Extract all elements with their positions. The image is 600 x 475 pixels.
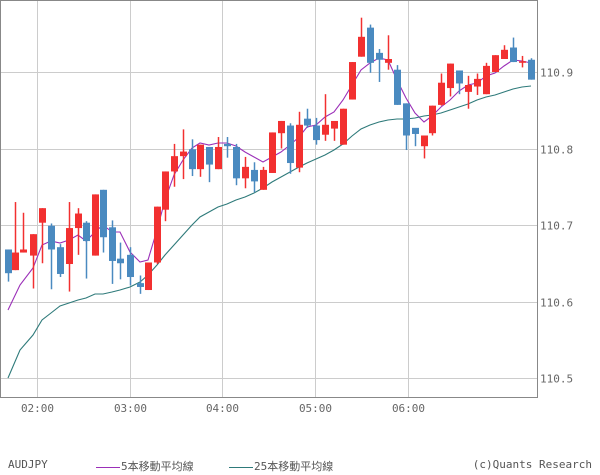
candle-down [367, 27, 374, 63]
ma25-swatch-icon [229, 466, 253, 468]
symbol-label: AUDJPY [8, 458, 48, 471]
candle-up [92, 194, 99, 256]
candle-down [287, 125, 294, 164]
candle-up [180, 151, 187, 157]
candle-down [137, 283, 144, 287]
candle-down [313, 125, 320, 141]
candle-down [224, 143, 231, 147]
y-tick-label: 110.7 [540, 220, 573, 233]
candle-down [5, 249, 12, 274]
candle-down [394, 69, 401, 105]
x-tick-label: 06:00 [392, 402, 425, 415]
x-tick-label: 05:00 [299, 402, 332, 415]
ma25-label: 25本移動平均線 [254, 460, 334, 473]
candle-down [528, 59, 535, 80]
candle-up [519, 61, 526, 63]
candle-up [421, 135, 428, 147]
candle-up [242, 166, 249, 179]
x-tick-label: 02:00 [21, 402, 54, 415]
credit: (c)Quants Research [473, 458, 592, 471]
legend-ma5: 5本移動平均線 [96, 458, 194, 474]
candle-up [66, 228, 73, 265]
candle-up [429, 105, 436, 134]
candle-down [206, 146, 213, 165]
candle-up [269, 132, 276, 173]
candle-down [100, 189, 107, 238]
moving-average-lines [7, 57, 532, 379]
y-tick-label: 110.5 [540, 373, 573, 386]
x-tick-label: 04:00 [206, 402, 239, 415]
candle-up [349, 62, 356, 100]
ma5-label: 5本移動平均線 [121, 460, 194, 473]
candle-up [215, 146, 222, 170]
y-tick-label: 110.8 [540, 144, 573, 157]
candle-up [331, 120, 338, 129]
grid-lines [0, 0, 537, 398]
candle-down [403, 103, 410, 136]
candle-down [189, 149, 196, 170]
legend-ma25: 25本移動平均線 [229, 458, 333, 474]
candle-up [75, 213, 82, 229]
candle-down [376, 52, 383, 60]
candle-up [447, 63, 454, 89]
candle-up [501, 49, 508, 59]
candles [5, 17, 535, 294]
candle-down [127, 254, 134, 278]
candle-down [117, 258, 124, 264]
candle-up [145, 262, 152, 291]
candle-up [492, 55, 499, 72]
candle-down [109, 227, 116, 261]
candle-up [30, 234, 37, 256]
candle-down [304, 118, 311, 126]
candle-up [20, 249, 27, 253]
candle-up [39, 208, 46, 223]
x-axis-labels: 02:00 03:00 04:00 05:00 06:00 [21, 402, 425, 415]
candle-up [358, 36, 365, 57]
candle-up [296, 124, 303, 168]
candle-up [322, 124, 329, 135]
candle-down [251, 169, 258, 182]
candle-down [48, 225, 55, 250]
candle-down [83, 222, 90, 242]
candle-up [474, 78, 481, 87]
candle-up [483, 65, 490, 95]
ma-line [7, 85, 532, 379]
x-tick-label: 03:00 [114, 402, 147, 415]
ma5-swatch-icon [96, 466, 120, 468]
y-tick-label: 110.9 [540, 67, 573, 80]
candle-down [510, 47, 517, 63]
candle-up [171, 156, 178, 172]
plot-frame [0, 0, 538, 398]
credit-label: (c)Quants Research [472, 458, 592, 471]
legend-symbol: AUDJPY [8, 458, 48, 471]
candle-down [412, 127, 419, 134]
candle-up [438, 82, 445, 105]
candle-up [340, 108, 347, 145]
y-axis-labels: 110.5 110.6 110.7 110.8 110.9 [540, 67, 573, 386]
y-tick-label: 110.6 [540, 297, 573, 310]
candle-up [278, 120, 285, 134]
candle-up [154, 206, 161, 263]
candlestick-chart: 110.5 110.6 110.7 110.8 110.9 02:00 03:00 04:0… [0, 0, 573, 415]
candle-up [197, 144, 204, 170]
candle-up [385, 58, 392, 63]
candle-up [465, 85, 472, 92]
candle-down [57, 247, 64, 274]
candle-down [456, 70, 463, 84]
candle-up [162, 171, 169, 210]
candle-down [233, 146, 240, 179]
candle-up [260, 169, 267, 190]
candle-up [12, 252, 19, 271]
